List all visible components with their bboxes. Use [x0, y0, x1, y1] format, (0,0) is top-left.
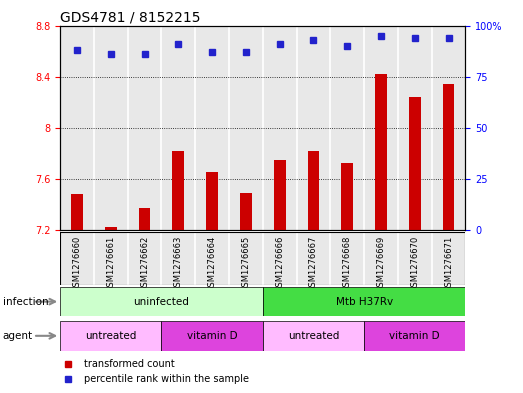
Text: vitamin D: vitamin D	[187, 331, 237, 341]
Bar	[60, 26, 94, 230]
Bar	[274, 160, 286, 230]
Text: agent: agent	[3, 331, 33, 341]
Bar	[431, 232, 465, 285]
Bar	[297, 232, 331, 285]
Bar	[195, 26, 229, 230]
Text: GSM1276662: GSM1276662	[140, 236, 149, 292]
Bar	[229, 26, 263, 230]
Bar	[229, 232, 263, 285]
Bar	[195, 232, 229, 285]
Text: GSM1276665: GSM1276665	[242, 236, 251, 292]
Bar	[162, 232, 195, 285]
Text: GSM1276669: GSM1276669	[377, 236, 385, 292]
Text: GSM1276666: GSM1276666	[275, 236, 284, 292]
Bar	[342, 163, 353, 230]
Bar	[162, 26, 195, 230]
Bar	[60, 321, 162, 351]
Bar	[139, 208, 151, 230]
Text: vitamin D: vitamin D	[390, 331, 440, 341]
Bar	[331, 26, 364, 230]
Text: percentile rank within the sample: percentile rank within the sample	[85, 374, 249, 384]
Text: untreated: untreated	[85, 331, 137, 341]
Bar	[263, 287, 465, 316]
Bar	[94, 26, 128, 230]
Bar	[398, 26, 431, 230]
Bar	[240, 193, 252, 230]
Bar	[94, 232, 128, 285]
Bar	[375, 74, 387, 230]
Text: GSM1276661: GSM1276661	[106, 236, 115, 292]
Bar	[364, 321, 465, 351]
Text: GSM1276668: GSM1276668	[343, 236, 352, 292]
Bar	[442, 84, 454, 230]
Bar	[263, 26, 297, 230]
Bar	[263, 232, 297, 285]
Text: infection: infection	[3, 297, 48, 307]
Text: transformed count: transformed count	[85, 358, 175, 369]
Bar	[206, 173, 218, 230]
Bar	[409, 97, 420, 230]
Text: GDS4781 / 8152215: GDS4781 / 8152215	[60, 10, 201, 24]
Text: GSM1276660: GSM1276660	[73, 236, 82, 292]
Text: Mtb H37Rv: Mtb H37Rv	[336, 297, 393, 307]
Bar	[364, 26, 398, 230]
Bar	[263, 321, 364, 351]
Bar	[60, 232, 94, 285]
Bar	[297, 26, 331, 230]
Text: uninfected: uninfected	[133, 297, 189, 307]
Bar	[431, 26, 465, 230]
Bar	[398, 232, 431, 285]
Bar	[60, 287, 263, 316]
Text: untreated: untreated	[288, 331, 339, 341]
Text: GSM1276667: GSM1276667	[309, 236, 318, 292]
Bar	[128, 232, 162, 285]
Text: GSM1276664: GSM1276664	[208, 236, 217, 292]
Bar	[308, 151, 320, 230]
Text: GSM1276663: GSM1276663	[174, 236, 183, 292]
Bar	[162, 321, 263, 351]
Text: GSM1276670: GSM1276670	[411, 236, 419, 292]
Bar	[331, 232, 364, 285]
Bar	[128, 26, 162, 230]
Bar	[364, 232, 398, 285]
Text: GSM1276671: GSM1276671	[444, 236, 453, 292]
Bar	[71, 194, 83, 230]
Bar	[173, 151, 184, 230]
Bar	[105, 227, 117, 230]
